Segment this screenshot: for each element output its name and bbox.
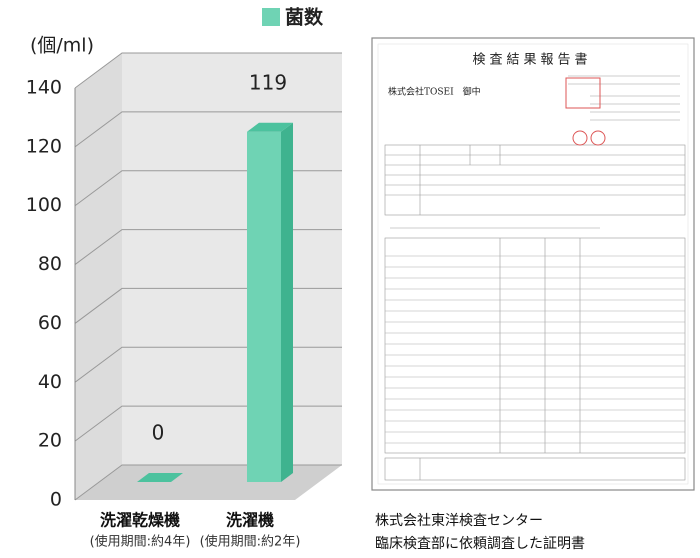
x-tick-note: (使用期間:約4年) [90, 534, 191, 550]
legend-swatch [262, 8, 280, 26]
y-tick-label: 100 [26, 194, 62, 216]
data-label: 119 [249, 70, 287, 94]
bar-front [247, 131, 281, 483]
y-tick-label: 120 [26, 135, 62, 157]
side-wall [75, 53, 122, 500]
legend-label: 菌数 [285, 6, 324, 29]
back-wall [122, 53, 342, 465]
y-tick-label: 0 [50, 489, 62, 511]
y-tick-label: 60 [38, 312, 62, 334]
y-tick-label: 40 [38, 371, 62, 393]
x-tick-label: 洗濯乾燥機 [100, 511, 180, 530]
document-addressee: 株式会社TOSEI 御中 [388, 86, 481, 98]
bar-top [137, 473, 183, 482]
grid-line [74, 111, 342, 148]
document: 検査結果報告書 株式会社TOSEI 御中 [371, 37, 695, 491]
unit-label: (個/ml) [30, 35, 94, 57]
y-tick-label: 80 [38, 253, 62, 275]
y-tick-label: 140 [26, 77, 62, 99]
x-tick-label: 洗濯機 [226, 511, 274, 530]
x-tick-note: (使用期間:約2年) [200, 534, 301, 550]
grid-line [74, 52, 342, 89]
document-title: 検査結果報告書 [472, 53, 591, 68]
data-label: 0 [152, 421, 165, 445]
caption: 臨床検査部に依頼調査した証明書 [375, 536, 585, 552]
caption: 株式会社東洋検査センター [375, 513, 543, 529]
bar-side [281, 122, 293, 483]
bar-top [247, 122, 293, 132]
y-tick-label: 20 [38, 430, 62, 452]
